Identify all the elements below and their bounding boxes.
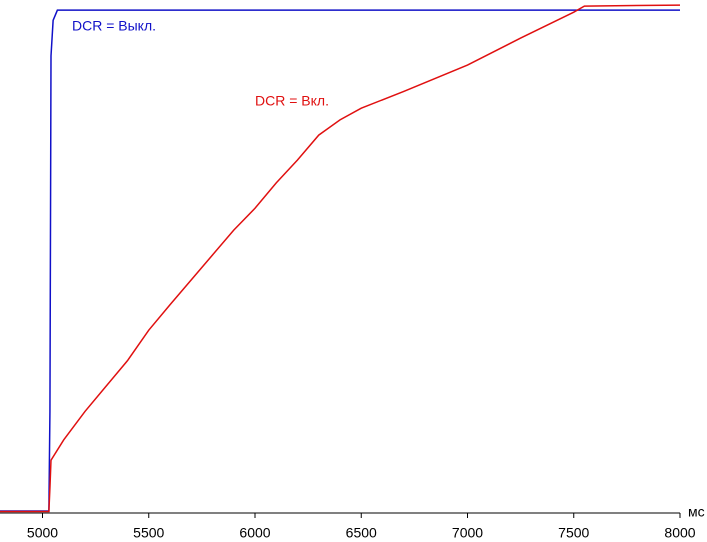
x-tick-label: 5500 — [133, 525, 164, 541]
series-label: DCR = Вкл. — [255, 93, 329, 109]
x-tick-label: 5000 — [27, 525, 58, 541]
x-tick-label: 7000 — [452, 525, 483, 541]
x-axis-label: мс — [688, 504, 705, 520]
series-line — [0, 4, 681, 513]
x-tick-label: 6500 — [346, 525, 377, 541]
series-label: DCR = Выкл. — [72, 18, 156, 34]
x-tick-label: 7500 — [558, 525, 589, 541]
x-tick-label: 8000 — [664, 525, 695, 541]
x-tick-label: 6000 — [239, 525, 270, 541]
series-line — [0, 9, 680, 512]
